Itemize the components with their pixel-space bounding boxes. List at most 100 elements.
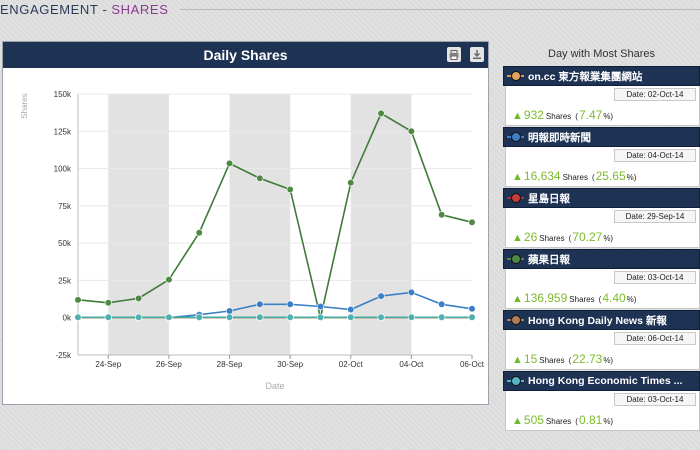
data-point[interactable] — [286, 313, 294, 321]
data-point[interactable] — [407, 288, 415, 296]
data-point[interactable] — [195, 313, 203, 321]
sidebar-card[interactable]: 蘋果日報 Date: 03-Oct-14 ▲ 136,959 Shares(4.40%) — [503, 249, 700, 310]
x-tick-label: 28-Sep — [217, 360, 243, 369]
data-point[interactable] — [347, 305, 355, 314]
card-percent: 70.27 — [572, 230, 603, 244]
data-point[interactable] — [347, 179, 355, 187]
card-source-name: Hong Kong Daily News 新報 — [528, 314, 667, 327]
sidebar-title: Day with Most Shares — [548, 48, 655, 60]
card-stats: ▲ 16,634 Shares(25.65%) — [512, 169, 636, 183]
data-point[interactable] — [316, 313, 325, 321]
series-marker-icon — [507, 192, 524, 204]
marker-dot — [511, 71, 521, 81]
data-point[interactable] — [165, 313, 173, 321]
card-shares-label: Shares — [545, 417, 572, 426]
card-percent: 22.73 — [572, 352, 603, 366]
sidebar-card[interactable]: 明報即時新聞 Date: 04-Oct-14 ▲ 16,634 Shares(25.65… — [503, 127, 700, 188]
chart-area: -25k 0k 25k 50k 75k 100k 125k 150k 24-Sep 26-Sep 2… — [3, 68, 488, 404]
data-point[interactable] — [256, 313, 264, 321]
card-shares-label: Shares — [539, 356, 565, 365]
data-point[interactable] — [135, 313, 143, 321]
print-icon[interactable] — [447, 47, 461, 62]
data-point[interactable] — [225, 159, 234, 167]
page-heading: ENGAGEMENT - SHARES — [0, 0, 700, 18]
data-point[interactable] — [438, 211, 446, 219]
y-tick-label: 0k — [63, 314, 72, 323]
data-point[interactable] — [468, 218, 476, 226]
grid-band — [350, 94, 412, 355]
card-header[interactable]: Hong Kong Daily News 新報 — [503, 310, 700, 330]
y-tick-label: 150k — [54, 90, 72, 99]
marker-dot — [511, 254, 521, 264]
sidebar-card[interactable]: on.cc 東方報業集團網站 Date: 02-Oct-14 ▲ 932 Shares(… — [503, 66, 700, 127]
data-point[interactable] — [135, 294, 143, 302]
series-marker-icon — [507, 314, 524, 326]
data-point[interactable] — [377, 292, 385, 300]
card-header[interactable]: on.cc 東方報業集團網站 — [503, 66, 700, 86]
card-date: Date: 03-Oct-14 — [614, 393, 696, 406]
data-point[interactable] — [286, 300, 294, 308]
card-date: Date: 03-Oct-14 — [614, 271, 696, 284]
chart-title: Daily Shares — [203, 47, 288, 63]
sidebar-card[interactable]: Hong Kong Daily News 新報 Date: 06-Oct-14 ▲ 1… — [503, 310, 700, 371]
data-point[interactable] — [438, 300, 446, 308]
daily-shares-chart[interactable]: -25k 0k 25k 50k 75k 100k 125k 150k 24-Sep 26-Sep 2… — [3, 68, 488, 404]
y-tick-label: -25k — [55, 351, 72, 360]
card-shares-label: Shares — [545, 112, 572, 121]
y-tick-label: 75k — [58, 202, 72, 211]
open-paren: ( — [575, 112, 578, 121]
card-source-name: Hong Kong Economic Times ... — [528, 375, 683, 387]
sidebar-list: on.cc 東方報業集團網站 Date: 02-Oct-14 ▲ 932 Shares(… — [503, 66, 700, 432]
data-point[interactable] — [225, 313, 234, 321]
card-header[interactable]: Hong Kong Economic Times ... — [503, 371, 700, 391]
card-header[interactable]: 明報即時新聞 — [503, 127, 700, 147]
open-paren: ( — [598, 295, 602, 304]
card-shares-label: Shares — [562, 173, 588, 182]
data-point[interactable] — [195, 229, 203, 237]
card-percent: 25.65 — [595, 169, 626, 183]
data-point[interactable] — [468, 313, 476, 321]
card-header[interactable]: 蘋果日報 — [503, 249, 700, 269]
open-paren: ( — [568, 234, 572, 243]
up-arrow-icon: ▲ — [512, 171, 523, 183]
series-marker-icon — [507, 70, 524, 82]
data-point[interactable] — [407, 127, 415, 135]
data-point[interactable] — [165, 276, 173, 284]
page-heading-separator: - — [102, 1, 108, 17]
data-point[interactable] — [74, 313, 82, 321]
marker-dot — [511, 315, 521, 325]
sidebar-card[interactable]: Hong Kong Economic Times ... Date: 03-Oct… — [503, 371, 700, 432]
sidebar-card[interactable]: 星島日報 Date: 29-Sep-14 ▲ 26 Shares(70.27%) — [503, 188, 700, 249]
data-point[interactable] — [377, 313, 385, 321]
card-share-count: 136,959 — [523, 291, 568, 305]
card-header[interactable]: 星島日報 — [503, 188, 700, 208]
x-tick-label: 06-Oct — [460, 360, 485, 369]
up-arrow-icon: ▲ — [512, 354, 523, 366]
card-date: Date: 06-Oct-14 — [614, 332, 696, 345]
card-percent: 7.47 — [578, 108, 603, 122]
card-share-count: 15 — [523, 352, 538, 366]
data-point[interactable] — [74, 296, 82, 304]
card-share-count: 932 — [523, 108, 544, 122]
data-point[interactable] — [225, 307, 234, 315]
card-stats: ▲ 505 Shares(0.81%) — [512, 413, 613, 427]
export-icon[interactable] — [470, 47, 484, 62]
data-point[interactable] — [104, 313, 112, 321]
card-body: Date: 04-Oct-14 ▲ 16,634 Shares(25.65%) — [505, 147, 700, 187]
up-arrow-icon: ▲ — [512, 110, 523, 122]
data-point[interactable] — [104, 299, 112, 307]
percent-sign: %) — [603, 234, 614, 243]
data-point[interactable] — [468, 305, 476, 313]
card-date: Date: 02-Oct-14 — [614, 88, 696, 101]
data-point[interactable] — [256, 174, 264, 182]
data-point[interactable] — [377, 109, 385, 117]
data-point[interactable] — [407, 313, 415, 321]
series-marker-icon — [507, 253, 524, 265]
print-icon-glyph — [449, 49, 459, 60]
data-point[interactable] — [316, 302, 325, 311]
percent-sign: %) — [603, 417, 614, 426]
data-point[interactable] — [286, 185, 294, 194]
data-point[interactable] — [347, 313, 355, 321]
data-point[interactable] — [256, 300, 264, 308]
data-point[interactable] — [438, 313, 446, 321]
